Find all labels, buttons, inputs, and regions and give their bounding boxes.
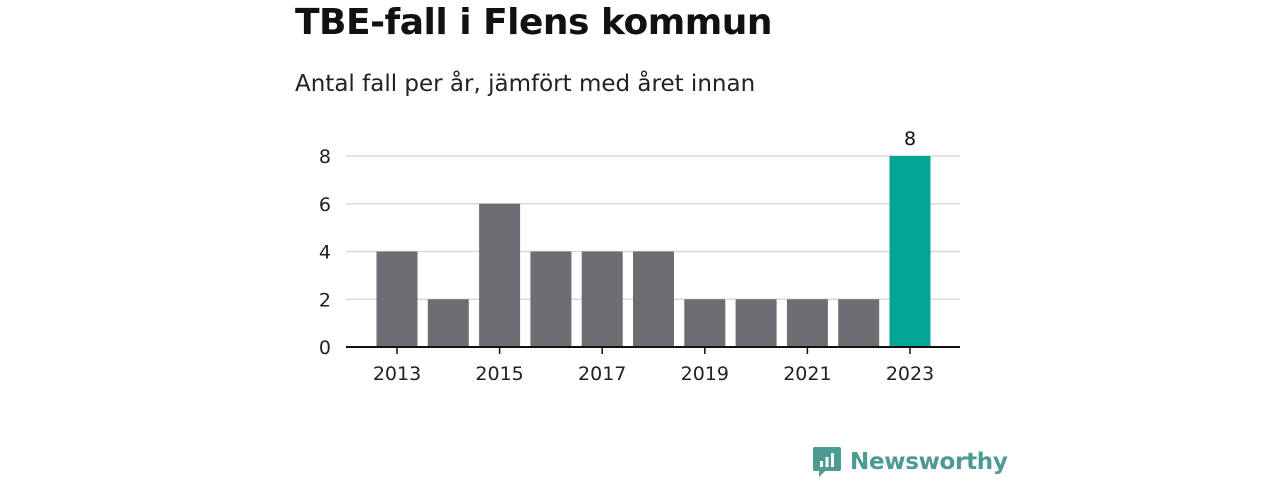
bar-2017 [581, 251, 623, 347]
newsworthy-logo: Newsworthy [813, 444, 1008, 480]
bar-2019 [684, 299, 726, 347]
bar-2022 [838, 299, 880, 347]
chart-title: TBE-fall i Flens kommun [295, 2, 773, 43]
brand-name: Newsworthy [850, 449, 1008, 475]
bar-2021 [786, 299, 828, 347]
x-tick-label: 2015 [475, 363, 523, 385]
bar-2016 [530, 251, 572, 347]
y-tick-label: 0 [319, 337, 331, 359]
y-tick-label: 4 [319, 242, 331, 264]
bar-2013 [376, 251, 418, 347]
data-label: 8 [904, 128, 916, 150]
bar-2018 [633, 251, 674, 347]
x-tick-label: 2017 [578, 363, 626, 385]
y-tick-label: 6 [319, 194, 331, 216]
y-tick-label: 8 [319, 146, 331, 168]
x-tick-label: 2013 [373, 363, 421, 385]
x-tick-label: 2021 [783, 363, 831, 385]
bar-2020 [735, 299, 777, 347]
bar-2023 [889, 156, 931, 347]
bar-2015 [479, 203, 521, 347]
newsworthy-logo-icon [813, 447, 841, 477]
x-tick-label: 2023 [886, 363, 934, 385]
x-tick-label: 2019 [681, 363, 729, 385]
bar-2014 [427, 299, 469, 347]
chart-subtitle: Antal fall per år, jämfört med året inna… [295, 71, 756, 97]
y-tick-label: 2 [319, 289, 331, 311]
